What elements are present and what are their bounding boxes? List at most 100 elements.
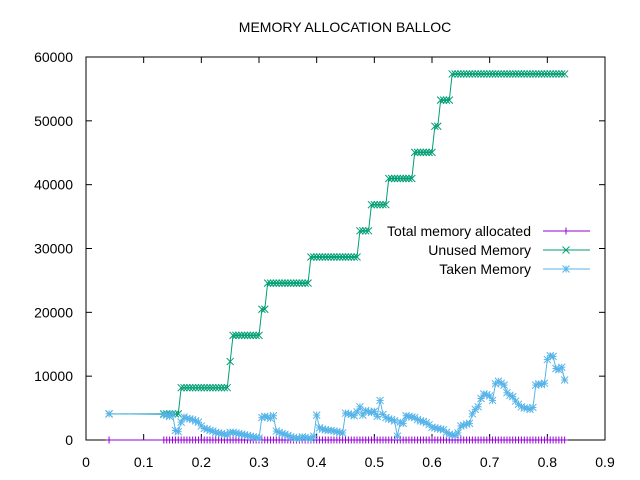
data-point bbox=[312, 411, 321, 419]
data-point bbox=[488, 396, 497, 405]
data-point bbox=[217, 383, 226, 392]
data-point bbox=[200, 383, 209, 392]
axis-ticks: 0 0.1 0.2 0.3 0.4 0.5 0.6 0.7 0.8 0.9 0 10000 20000 3… bbox=[34, 49, 615, 470]
data-point bbox=[232, 331, 240, 340]
x-tick-label: 0.9 bbox=[595, 454, 615, 470]
data-point bbox=[387, 174, 396, 183]
data-point bbox=[243, 331, 252, 340]
data-point bbox=[234, 331, 243, 340]
data-point bbox=[456, 70, 465, 78]
data-point bbox=[557, 363, 566, 372]
data-point bbox=[177, 383, 186, 392]
data-point bbox=[546, 70, 555, 78]
data-point bbox=[286, 279, 295, 287]
data-point bbox=[295, 279, 304, 287]
data-point bbox=[332, 253, 341, 261]
data-point bbox=[491, 70, 500, 78]
legend-swatch-marker bbox=[562, 246, 570, 254]
x-tick-label: 0.8 bbox=[538, 454, 558, 470]
data-point bbox=[526, 70, 534, 78]
x-tick-label: 0.5 bbox=[365, 454, 385, 470]
data-point bbox=[358, 226, 367, 235]
data-point bbox=[555, 70, 563, 78]
data-point bbox=[197, 383, 206, 392]
data-point bbox=[194, 383, 203, 392]
data-point bbox=[390, 416, 399, 425]
data-point bbox=[508, 70, 517, 78]
data-point bbox=[292, 279, 301, 287]
data-point bbox=[376, 200, 384, 209]
data-point bbox=[321, 253, 330, 261]
data-point bbox=[482, 70, 491, 78]
data-point bbox=[237, 331, 246, 340]
data-point bbox=[226, 357, 235, 366]
data-point bbox=[485, 70, 494, 78]
data-point bbox=[520, 70, 529, 78]
data-point bbox=[307, 253, 315, 261]
data-point bbox=[249, 432, 258, 441]
data-point bbox=[445, 96, 454, 104]
x-tick-label: 0.2 bbox=[192, 454, 212, 470]
data-point bbox=[373, 412, 382, 421]
data-point bbox=[477, 70, 485, 78]
data-point bbox=[183, 383, 191, 392]
data-point bbox=[347, 253, 356, 261]
legend-label: Unused Memory bbox=[428, 242, 531, 258]
data-point bbox=[229, 331, 237, 340]
data-point bbox=[240, 331, 249, 340]
data-point bbox=[396, 174, 405, 183]
data-point bbox=[431, 122, 439, 131]
x-tick-label: 0.4 bbox=[307, 454, 327, 470]
data-point bbox=[324, 253, 333, 261]
data-point bbox=[304, 279, 312, 287]
data-point bbox=[278, 279, 286, 287]
data-point bbox=[500, 381, 508, 389]
data-point bbox=[552, 70, 560, 78]
data-point bbox=[335, 253, 344, 261]
x-tick-label: 0.7 bbox=[480, 454, 500, 470]
data-point bbox=[338, 253, 347, 261]
data-point bbox=[508, 392, 517, 401]
data-point bbox=[531, 70, 540, 78]
x-tick-label: 0.1 bbox=[134, 454, 154, 470]
data-point bbox=[382, 200, 390, 209]
data-point bbox=[214, 383, 223, 392]
data-point bbox=[552, 364, 560, 373]
data-point bbox=[448, 70, 457, 78]
data-point bbox=[402, 174, 410, 183]
data-point bbox=[269, 279, 278, 287]
data-point bbox=[543, 70, 552, 78]
data-point bbox=[260, 305, 269, 314]
data-point bbox=[309, 253, 318, 261]
data-point bbox=[341, 253, 350, 261]
data-point bbox=[433, 122, 442, 131]
data-point bbox=[561, 436, 569, 444]
data-point bbox=[549, 352, 557, 361]
data-point bbox=[405, 174, 413, 183]
data-point bbox=[485, 392, 494, 400]
data-point bbox=[209, 383, 217, 392]
y-tick-label: 40000 bbox=[34, 177, 73, 193]
data-point bbox=[454, 70, 462, 78]
data-point bbox=[454, 429, 462, 437]
data-point bbox=[540, 70, 549, 78]
data-point bbox=[390, 174, 399, 183]
data-point bbox=[399, 174, 408, 183]
series-unused-memory bbox=[105, 70, 569, 418]
data-point bbox=[361, 226, 370, 235]
data-point bbox=[361, 406, 370, 415]
data-point bbox=[298, 279, 307, 287]
x-tick-label: 0.3 bbox=[249, 454, 269, 470]
data-point bbox=[180, 383, 188, 392]
legend-swatch-marker bbox=[562, 227, 570, 235]
data-point bbox=[203, 383, 211, 392]
y-tick-label: 50000 bbox=[34, 113, 73, 129]
data-point bbox=[191, 383, 200, 392]
data-point bbox=[266, 279, 275, 287]
data-point bbox=[474, 70, 482, 78]
data-point bbox=[549, 70, 557, 78]
data-point bbox=[413, 148, 422, 157]
legend: Total memory allocated Unused Memory Taken… bbox=[387, 223, 590, 277]
data-point bbox=[399, 419, 408, 428]
data-point bbox=[338, 429, 347, 437]
